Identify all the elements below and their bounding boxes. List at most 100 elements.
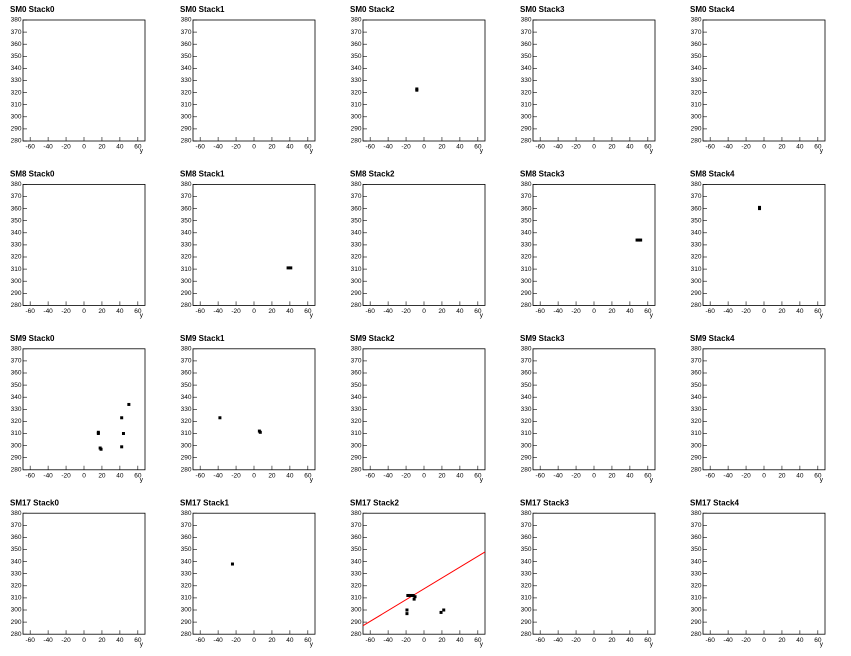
point [637,238,641,242]
x-tick-label: 0 [592,308,596,315]
y-tick-label: 310 [181,266,192,273]
y-tick-label: 330 [351,77,362,84]
y-tick-label: 310 [11,101,22,108]
y-tick-label: 380 [691,346,702,353]
x-tick-label: 60 [814,637,822,644]
y-tick-label: 330 [351,570,362,577]
x-tick-label: 0 [82,637,86,644]
y-tick-label: 330 [521,570,532,577]
y-tick-label: 310 [521,430,532,437]
y-tick-label: 310 [181,430,192,437]
y-tick-label: 280 [11,138,22,145]
x-tick-label: 60 [304,473,312,480]
x-axis-label: y [310,148,314,155]
y-tick-label: 290 [691,454,702,461]
x-tick-label: -40 [723,637,733,644]
x-tick-label: -40 [553,144,563,151]
x-tick-label: 0 [82,308,86,315]
y-tick-label: 350 [11,382,22,389]
x-tick-label: -40 [553,308,563,315]
y-tick-label: 330 [521,77,532,84]
y-tick-label: 320 [11,418,22,425]
x-tick-label: 40 [286,308,294,315]
point [218,416,222,420]
point [99,447,103,451]
x-tick-label: 20 [98,637,106,644]
y-tick-label: 330 [691,406,702,413]
y-tick-label: 330 [691,570,702,577]
y-tick-label: 310 [691,266,702,273]
y-tick-label: 360 [691,534,702,541]
chart-title: SM0 Stack3 [520,5,565,14]
x-tick-label: -20 [571,637,581,644]
x-tick-label: -20 [61,473,71,480]
x-tick-label: -40 [43,144,53,151]
y-tick-label: 290 [351,290,362,297]
y-tick-label: 380 [181,17,192,24]
x-tick-label: 20 [608,637,616,644]
y-tick-label: 320 [181,254,192,261]
x-tick-label: 40 [456,144,464,151]
x-tick-label: -20 [571,473,581,480]
y-tick-label: 340 [691,65,702,72]
y-tick-label: 310 [181,595,192,602]
y-tick-label: 310 [691,430,702,437]
y-tick-label: 300 [11,607,22,614]
y-tick-label: 280 [181,138,192,145]
x-tick-label: -20 [741,308,751,315]
y-tick-label: 290 [521,454,532,461]
x-tick-label: -60 [705,473,715,480]
x-tick-label: 60 [474,144,482,151]
y-tick-label: 340 [181,65,192,72]
y-tick-label: 280 [351,138,362,145]
chart-title: SM8 Stack0 [10,170,55,179]
x-tick-label: -60 [535,308,545,315]
y-tick-label: 370 [351,522,362,529]
point [405,612,409,616]
x-tick-label: 0 [82,144,86,151]
y-tick-label: 300 [181,442,192,449]
x-tick-label: 60 [134,308,142,315]
x-tick-label: -40 [383,308,393,315]
y-tick-label: 370 [181,193,192,200]
y-tick-label: 340 [351,65,362,72]
y-tick-label: 330 [351,242,362,249]
x-tick-label: 60 [644,637,652,644]
x-tick-label: 40 [116,144,124,151]
y-tick-label: 330 [181,570,192,577]
chart-title: SM0 Stack0 [10,5,55,14]
x-tick-label: -60 [25,308,35,315]
y-tick-label: 290 [691,126,702,133]
y-tick-label: 360 [691,370,702,377]
x-axis-label: y [480,148,484,155]
chart-title: SM8 Stack2 [350,170,395,179]
chart-title: SM17 Stack4 [690,498,739,507]
chart-title: SM17 Stack1 [180,498,229,507]
y-tick-label: 360 [11,205,22,212]
x-tick-label: 60 [474,308,482,315]
x-tick-label: -20 [231,473,241,480]
chart-title: SM8 Stack3 [520,170,565,179]
y-tick-label: 280 [691,631,702,638]
x-tick-label: -60 [195,637,205,644]
y-tick-label: 290 [181,619,192,626]
y-tick-label: 290 [11,290,22,297]
y-tick-label: 370 [521,522,532,529]
y-tick-label: 300 [691,442,702,449]
x-tick-label: 40 [286,144,294,151]
x-tick-label: -60 [535,637,545,644]
y-tick-label: 280 [11,302,22,309]
y-tick-label: 280 [11,631,22,638]
point [120,416,124,420]
x-axis-label: y [140,477,144,484]
y-tick-label: 330 [181,77,192,84]
x-tick-label: -60 [365,473,375,480]
y-tick-label: 350 [691,217,702,224]
y-tick-label: 380 [521,510,532,517]
x-tick-label: -60 [365,308,375,315]
y-tick-label: 310 [11,595,22,602]
y-tick-label: 290 [181,454,192,461]
y-tick-label: 330 [351,406,362,413]
y-tick-label: 310 [521,595,532,602]
